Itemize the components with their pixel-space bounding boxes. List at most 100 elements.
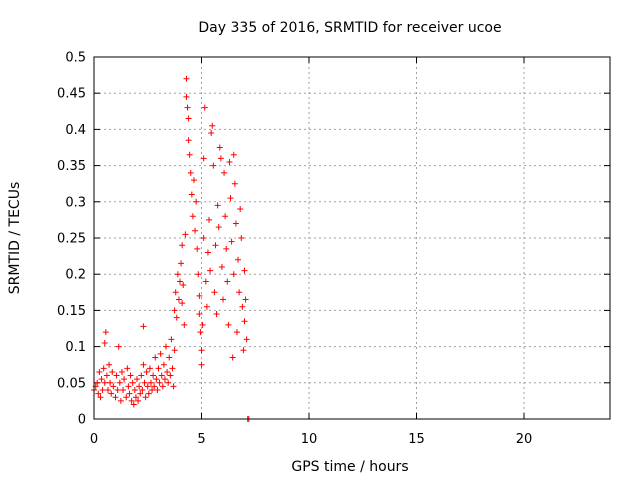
y-tick-label: 0.15 [57, 304, 86, 319]
data-point [224, 278, 231, 285]
data-point [200, 235, 207, 241]
data-point [101, 379, 108, 386]
data-point [185, 137, 192, 144]
data-point [203, 303, 210, 310]
data-point [131, 387, 138, 394]
data-point [189, 213, 196, 220]
data-point [209, 122, 216, 129]
data-point [190, 177, 197, 184]
data-point [179, 300, 186, 307]
data-point [196, 292, 203, 299]
data-point [172, 289, 179, 296]
y-tick-label: 0.45 [57, 87, 86, 102]
data-point [163, 343, 170, 350]
data-point [124, 365, 131, 372]
data-point [144, 383, 151, 390]
data-point [197, 329, 204, 336]
data-point [160, 361, 167, 368]
data-point [155, 365, 162, 372]
y-tick-label: 0.1 [65, 340, 86, 355]
data-point [102, 329, 109, 336]
plot-frame [93, 56, 611, 420]
data-point [218, 263, 225, 270]
data-point [99, 387, 106, 394]
data-point [212, 242, 219, 249]
data-point [101, 339, 108, 346]
data-point [161, 376, 168, 383]
data-point [183, 93, 190, 100]
y-tick-label: 0.35 [57, 159, 86, 174]
y-tick-label: 0.25 [57, 232, 86, 247]
data-point [178, 260, 185, 267]
data-point [223, 245, 230, 252]
axis-ticks: 0 0.05 0.1 0.15 0.2 0.25 0.3 0.35 0.4 0.45 0.5 0 5 10… [57, 51, 610, 447]
data-point [215, 224, 222, 231]
y-tick-label: 0.5 [65, 51, 86, 66]
data-point [230, 151, 237, 158]
data-point [106, 361, 113, 368]
data-point [107, 379, 114, 386]
data-point [115, 343, 122, 350]
data-point [237, 206, 244, 213]
data-point [181, 321, 188, 328]
data-point [142, 394, 149, 401]
x-tick-label: 20 [516, 432, 533, 447]
y-tick-label: 0.4 [65, 123, 86, 138]
data-point [116, 379, 123, 386]
data-point [94, 379, 101, 386]
data-point [120, 387, 127, 394]
data-point [206, 216, 213, 223]
data-point [182, 231, 189, 238]
data-point [121, 376, 128, 383]
data-point [169, 365, 176, 372]
data-point [226, 158, 233, 165]
data-point [126, 390, 133, 397]
data-point [130, 401, 137, 408]
data-point [199, 321, 206, 328]
data-point [177, 278, 183, 285]
data-point [184, 104, 191, 111]
data-point [127, 372, 134, 379]
data-points [91, 75, 252, 422]
data-point [166, 354, 173, 361]
data-point [118, 368, 125, 375]
data-point [195, 271, 202, 278]
data-point [134, 376, 140, 383]
data-point [152, 354, 159, 361]
data-point [204, 249, 211, 256]
data-point [96, 368, 103, 375]
data-point [141, 379, 148, 386]
y-tick-label: 0.3 [65, 195, 86, 210]
data-point [137, 390, 144, 397]
chart-title: Day 335 of 2016, SRMTID for receiver uco… [198, 20, 501, 36]
data-point [139, 387, 146, 394]
data-point [201, 104, 208, 111]
data-point [192, 227, 199, 234]
data-point [220, 296, 226, 303]
data-point [174, 271, 181, 278]
x-tick-label: 15 [408, 432, 425, 447]
y-tick-label: 0.2 [65, 268, 86, 283]
data-point [202, 278, 209, 285]
data-point [213, 311, 220, 318]
x-tick-label: 10 [301, 432, 318, 447]
y-tick-label: 0.05 [57, 376, 86, 391]
data-point [239, 303, 246, 310]
x-axis-label: GPS time / hours [291, 459, 408, 475]
data-point [117, 397, 124, 404]
data-point [235, 256, 242, 263]
data-point [214, 202, 221, 209]
data-point [198, 361, 205, 368]
data-point [232, 220, 239, 227]
data-point [97, 394, 104, 401]
data-point [228, 238, 235, 245]
data-point [153, 376, 160, 383]
data-point [200, 155, 207, 162]
x-tick-label: 0 [90, 432, 98, 447]
data-point [225, 321, 232, 328]
data-point [167, 372, 174, 379]
data-point [140, 361, 147, 368]
data-point [222, 213, 229, 220]
